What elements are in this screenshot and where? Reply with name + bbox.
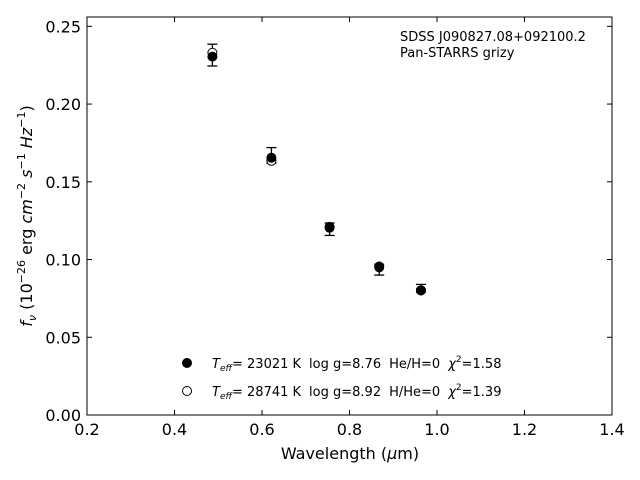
model-point-filled (324, 222, 335, 233)
y-tick-label: 0.00 (45, 406, 81, 425)
y-axis-ticks: 0.00 0.05 0.10 0.15 0.20 0.25 (45, 17, 612, 425)
legend-entry-2-teff: = 28741 K (232, 385, 302, 400)
x-tick-label: 1.2 (512, 420, 537, 439)
y-axis-label: fν (10−26 erg cm−2 s−1 Hz−1) (15, 105, 39, 326)
x-tick-label: 0.8 (337, 420, 362, 439)
x-tick-label: 0.6 (249, 420, 274, 439)
survey-annotation: Pan-STARRS grizy (400, 46, 515, 61)
legend-entry-2-logg: log g=8.92 (309, 385, 381, 400)
x-tick-label: 0.4 (162, 420, 187, 439)
x-tick-label: 0.2 (74, 420, 99, 439)
model-point-filled (374, 262, 385, 273)
x-axis-label: Wavelength (μm) (281, 444, 419, 463)
legend-entry-1-logg: log g=8.76 (309, 357, 381, 372)
model-point-filled (207, 51, 218, 62)
model-point-filled (266, 152, 277, 163)
x-tick-label: 1.4 (599, 420, 624, 439)
y-tick-label: 0.15 (45, 173, 81, 192)
data-points (207, 47, 426, 296)
legend-entry-1-teff: = 23021 K (232, 357, 302, 372)
legend-entry-1-comp: He/H=0 (389, 357, 440, 372)
y-tick-label: 0.05 (45, 328, 81, 347)
legend-marker-filled (182, 358, 192, 368)
legend-entry-2-chi2: =1.39 (462, 385, 502, 400)
y-tick-label: 0.20 (45, 95, 81, 114)
x-tick-label: 1.0 (424, 420, 449, 439)
legend-entry-1-chi2: =1.58 (462, 357, 502, 372)
legend-entry-2-comp: H/He=0 (389, 385, 440, 400)
object-name-annotation: SDSS J090827.08+092100.2 (400, 30, 586, 45)
model-point-filled (415, 285, 426, 296)
y-tick-label: 0.10 (45, 251, 81, 270)
y-tick-label: 0.25 (45, 17, 81, 36)
legend-marker-open (182, 386, 192, 396)
x-axis-ticks: 0.2 0.4 0.6 0.8 1.0 1.2 1.4 (74, 17, 625, 439)
